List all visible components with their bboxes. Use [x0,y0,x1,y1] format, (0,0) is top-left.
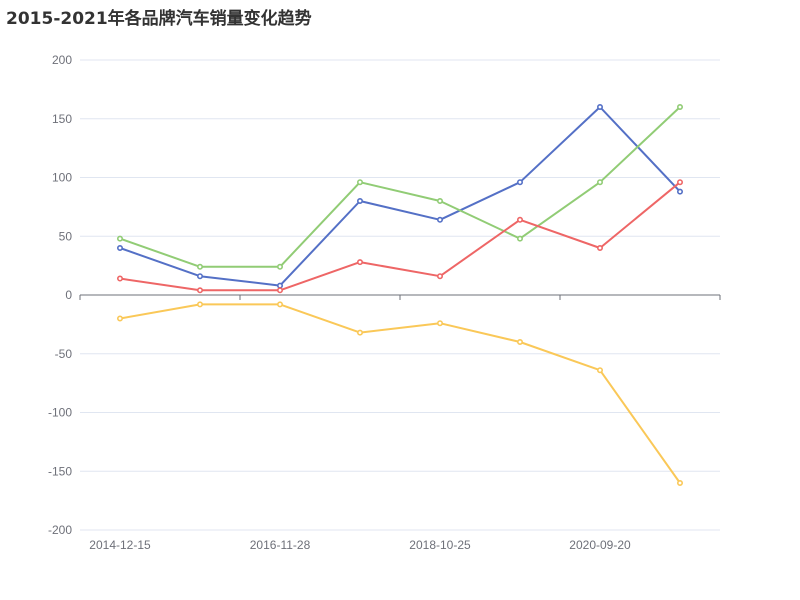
data-point[interactable] [197,301,204,308]
data-point[interactable] [197,273,204,280]
data-point[interactable] [356,179,363,186]
data-point[interactable] [276,287,283,294]
data-point[interactable] [676,179,683,186]
data-point[interactable] [117,235,124,242]
y-tick-label: 200 [52,53,72,67]
chart-title: 2015-2021年各品牌汽车销量变化趋势 [6,9,312,29]
data-point[interactable] [276,263,283,270]
data-point[interactable] [276,301,283,308]
axes [79,294,721,300]
data-point[interactable] [676,188,683,195]
data-point[interactable] [676,104,683,111]
data-point[interactable] [117,315,124,322]
y-tick-label: 150 [52,112,72,126]
x-tick-label: 2016-11-28 [250,538,311,552]
data-point[interactable] [596,367,603,374]
series-line-4 [119,303,681,484]
data-point[interactable] [117,275,124,282]
series-line-3 [119,181,681,292]
data-point[interactable] [596,179,603,186]
data-point[interactable] [356,198,363,205]
y-tick-label: -100 [48,406,72,420]
data-point[interactable] [516,179,523,186]
data-point[interactable] [436,320,443,327]
data-point[interactable] [197,263,204,270]
y-tick-label: -200 [48,523,72,537]
y-tick-label: -150 [48,464,72,478]
data-point[interactable] [436,216,443,223]
data-point[interactable] [356,329,363,336]
data-point[interactable] [516,235,523,242]
y-tick-label: 50 [59,229,73,243]
series-line-1 [119,106,681,287]
x-tick-label: 2018-10-25 [409,538,471,552]
data-point[interactable] [596,104,603,111]
data-point[interactable] [276,282,283,289]
series-lines [117,104,683,486]
data-point[interactable] [596,245,603,252]
data-point[interactable] [516,216,523,223]
tick-labels: 200 150 100 50 0 -50 -100 -150 -200 2014-12-15 201… [48,53,631,552]
data-point[interactable] [676,479,683,486]
x-tick-label: 2020-09-20 [569,538,631,552]
y-tick-label: 0 [65,288,72,302]
series-line-2 [119,106,681,268]
data-point[interactable] [117,245,124,252]
x-tick-label: 2014-12-15 [89,538,151,552]
data-point[interactable] [356,259,363,266]
data-point[interactable] [436,198,443,205]
data-point[interactable] [436,273,443,280]
y-tick-label: 100 [52,171,72,185]
data-point[interactable] [516,338,523,345]
data-point[interactable] [197,287,204,294]
y-tick-label: -50 [55,347,73,361]
